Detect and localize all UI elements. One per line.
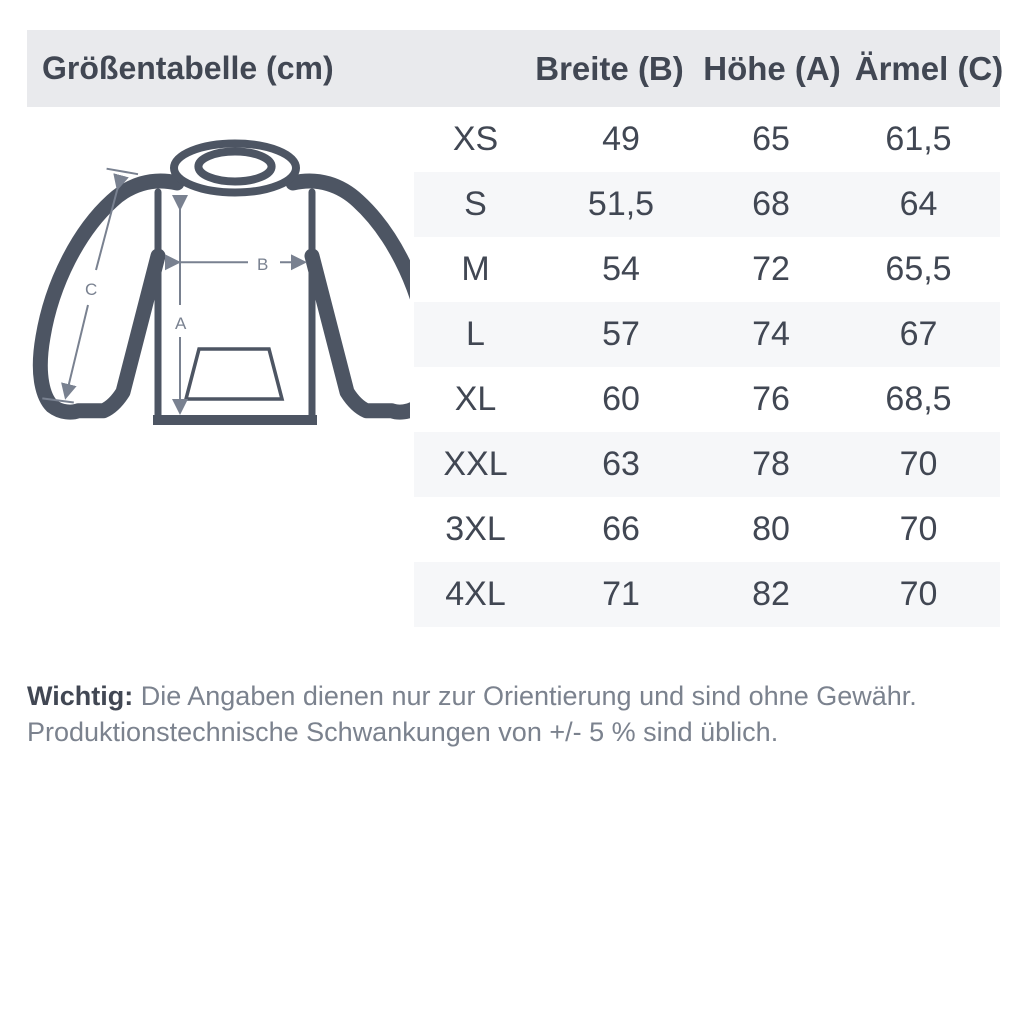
svg-text:A: A xyxy=(175,314,187,333)
svg-text:C: C xyxy=(85,280,97,299)
svg-text:B: B xyxy=(257,255,268,274)
